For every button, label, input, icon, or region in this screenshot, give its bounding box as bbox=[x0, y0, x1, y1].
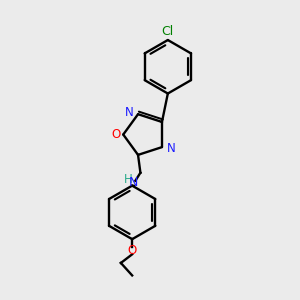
Text: Cl: Cl bbox=[162, 25, 174, 38]
Text: O: O bbox=[128, 244, 137, 257]
Text: N: N bbox=[125, 106, 134, 119]
Text: H: H bbox=[124, 173, 133, 186]
Text: N: N bbox=[129, 176, 139, 189]
Text: O: O bbox=[111, 128, 120, 141]
Text: N: N bbox=[167, 142, 175, 155]
